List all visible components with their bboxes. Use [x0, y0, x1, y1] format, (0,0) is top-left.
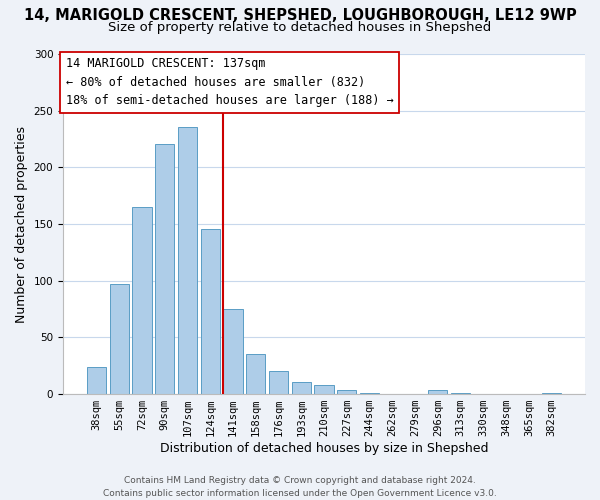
Text: 14, MARIGOLD CRESCENT, SHEPSHED, LOUGHBOROUGH, LE12 9WP: 14, MARIGOLD CRESCENT, SHEPSHED, LOUGHBO… — [23, 8, 577, 22]
Text: Size of property relative to detached houses in Shepshed: Size of property relative to detached ho… — [109, 21, 491, 34]
Y-axis label: Number of detached properties: Number of detached properties — [15, 126, 28, 322]
Bar — [223, 309, 242, 394]
Bar — [292, 382, 311, 394]
Bar — [246, 354, 265, 394]
Bar — [132, 207, 152, 394]
Bar — [314, 385, 334, 394]
Bar — [200, 228, 220, 394]
Text: Contains HM Land Registry data © Crown copyright and database right 2024.
Contai: Contains HM Land Registry data © Crown c… — [103, 476, 497, 498]
Bar — [337, 390, 356, 394]
Bar — [110, 284, 129, 394]
Bar — [542, 393, 561, 394]
X-axis label: Distribution of detached houses by size in Shepshed: Distribution of detached houses by size … — [160, 442, 488, 455]
Bar — [428, 390, 448, 394]
Bar — [269, 372, 288, 394]
Bar — [178, 126, 197, 394]
Bar — [451, 393, 470, 394]
Text: 14 MARIGOLD CRESCENT: 137sqm
← 80% of detached houses are smaller (832)
18% of s: 14 MARIGOLD CRESCENT: 137sqm ← 80% of de… — [65, 58, 394, 108]
Bar — [360, 393, 379, 394]
Bar — [155, 144, 175, 394]
Bar — [87, 367, 106, 394]
